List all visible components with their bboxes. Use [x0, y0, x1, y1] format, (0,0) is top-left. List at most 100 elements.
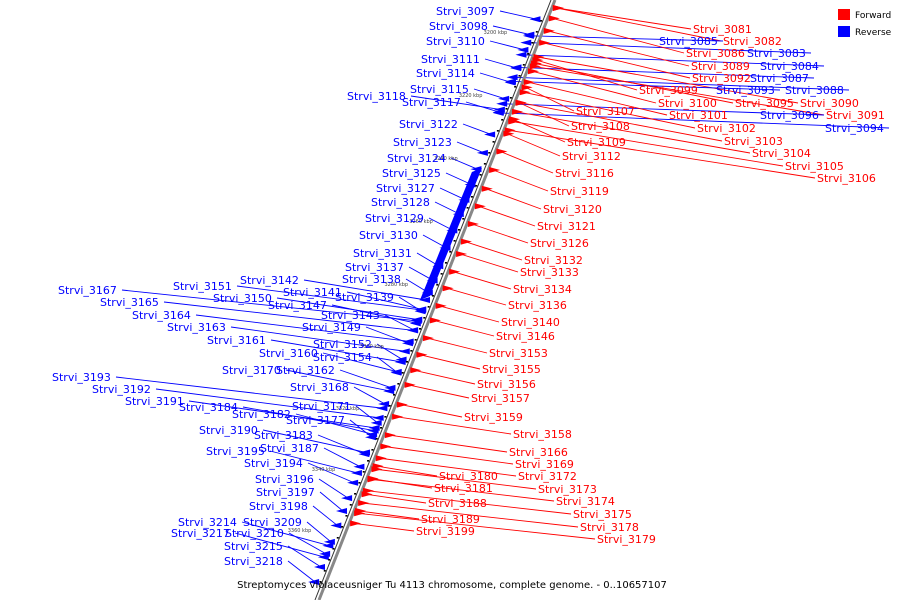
scale-tick-label: 3300 kbp — [360, 344, 384, 350]
gene-feature-arrow — [362, 487, 374, 494]
axis-minor-feature — [388, 405, 391, 407]
gene-feature-arrow — [481, 185, 493, 192]
axis-minor-feature — [540, 20, 543, 22]
leader-line — [513, 76, 850, 91]
gene-label-strvi-3195: Strvi_3195 — [206, 445, 265, 458]
gene-label-strvi-3194: Strvi_3194 — [244, 457, 303, 470]
leader-line — [492, 169, 549, 192]
leader-line — [376, 343, 403, 361]
leader-line — [547, 30, 690, 67]
leader-line — [499, 112, 890, 129]
leader-line — [306, 521, 332, 543]
gene-label-strvi-3182: Strvi_3182 — [232, 408, 291, 421]
leader-line — [531, 70, 657, 104]
gene-feature-arrow — [402, 338, 414, 345]
gene-label-strvi-3196: Strvi_3196 — [255, 473, 314, 486]
leader-line — [543, 42, 691, 79]
gene-label-strvi-3111: Strvi_3111 — [421, 53, 480, 66]
axis-minor-feature — [449, 251, 452, 253]
leader-line — [322, 352, 398, 373]
axis-minor-feature — [475, 185, 478, 187]
gene-label-strvi-3159: Strvi_3159 — [464, 411, 523, 424]
axis-minor-feature — [505, 108, 508, 110]
gene-label-strvi-3160: Strvi_3160 — [259, 347, 318, 360]
gene-labels: Strvi_3081Strvi_3082Strvi_3083Strvi_3084… — [52, 5, 885, 568]
gene-label-strvi-3188: Strvi_3188 — [428, 497, 487, 510]
gene-label-strvi-3108: Strvi_3108 — [571, 120, 630, 133]
gene-label-strvi-3175: Strvi_3175 — [573, 508, 632, 521]
scale-tick-label: 3240 kbp — [434, 156, 458, 162]
gene-label-strvi-3123: Strvi_3123 — [393, 136, 452, 149]
axis-minor-feature — [527, 53, 530, 55]
gene-feature-arrow — [552, 5, 564, 11]
gene-feature-arrow — [527, 68, 539, 75]
gene-feature-arrow — [515, 51, 527, 58]
gene-feature-arrow — [498, 95, 510, 102]
scale-tick-label: 3200 kbp — [484, 30, 508, 36]
gene-feature-arrow — [460, 238, 472, 245]
gene-feature-arrow — [347, 479, 359, 486]
leader-line — [234, 532, 325, 558]
gene-feature-arrow — [517, 46, 529, 53]
scale-tick-label: 3360 kbp — [288, 528, 312, 534]
gene-feature-arrow — [383, 388, 395, 395]
gene-label-strvi-3136: Strvi_3136 — [508, 299, 567, 312]
gene-feature-arrow — [367, 475, 379, 482]
gene-feature-arrow — [515, 99, 527, 106]
gene-label-strvi-3091: Strvi_3091 — [826, 109, 885, 122]
gene-label-strvi-3118: Strvi_3118 — [347, 90, 406, 103]
leader-line — [512, 118, 566, 143]
gene-feature-arrow — [313, 563, 325, 570]
axis-minor-feature — [509, 97, 512, 99]
leader-line — [163, 301, 415, 331]
gene-label-strvi-3214: Strvi_3214 — [178, 516, 237, 529]
gene-label-strvi-3191: Strvi_3191 — [125, 395, 184, 408]
gene-label-strvi-3181: Strvi_3181 — [434, 482, 493, 495]
gene-label-strvi-3154: Strvi_3154 — [313, 351, 372, 364]
leader-line — [195, 314, 410, 342]
axis-minor-feature — [354, 493, 357, 495]
gene-label-strvi-3178: Strvi_3178 — [580, 521, 639, 534]
leader-line — [384, 446, 514, 465]
scale-tick-label: 3220 kbp — [459, 93, 483, 99]
leader-line — [489, 40, 525, 51]
axis-minor-feature — [436, 284, 439, 286]
leader-line — [499, 10, 537, 20]
gene-label-strvi-3130: Strvi_3130 — [359, 229, 418, 242]
axis-minor-feature — [384, 416, 387, 418]
leader-line — [537, 56, 799, 104]
gene-label-strvi-3100: Strvi_3100 — [658, 97, 717, 110]
gene-feature-arrow — [335, 508, 347, 515]
axis-minor-feature — [319, 581, 322, 583]
gene-label-strvi-3153: Strvi_3153 — [489, 347, 548, 360]
axis-minor-feature — [418, 328, 421, 330]
gene-label-strvi-3161: Strvi_3161 — [207, 334, 266, 347]
gene-label-strvi-3084: Strvi_3084 — [760, 60, 819, 73]
axis-minor-feature — [444, 262, 447, 264]
gene-feature-arrow — [532, 57, 544, 64]
gene-feature-arrow — [484, 131, 496, 138]
gene-feature-arrow — [467, 221, 479, 227]
gene-feature-arrow — [350, 470, 362, 477]
gene-label-strvi-3143: Strvi_3143 — [321, 309, 380, 322]
gene-feature-arrow — [396, 401, 408, 408]
leader-line — [188, 400, 376, 429]
leader-line — [536, 59, 638, 91]
gene-feature-arrow — [435, 302, 447, 309]
leader-line — [503, 103, 825, 116]
leader-line — [346, 291, 423, 310]
leader-line — [262, 429, 367, 453]
gene-feature-arrow — [376, 405, 388, 412]
leader-line — [121, 289, 418, 322]
gene-feature-arrow — [398, 348, 410, 355]
gene-label-strvi-3132: Strvi_3132 — [524, 254, 583, 267]
gene-label-strvi-3094: Strvi_3094 — [825, 122, 884, 135]
leader-line — [410, 95, 501, 111]
leader-line — [450, 157, 478, 170]
gene-label-strvi-3087: Strvi_3087 — [750, 72, 809, 85]
gene-label-strvi-3174: Strvi_3174 — [556, 495, 615, 508]
gene-feature-arrow — [512, 108, 524, 115]
gene-feature-arrow — [380, 443, 392, 450]
leader-line — [396, 416, 512, 435]
gene-label-strvi-3146: Strvi_3146 — [496, 330, 555, 343]
